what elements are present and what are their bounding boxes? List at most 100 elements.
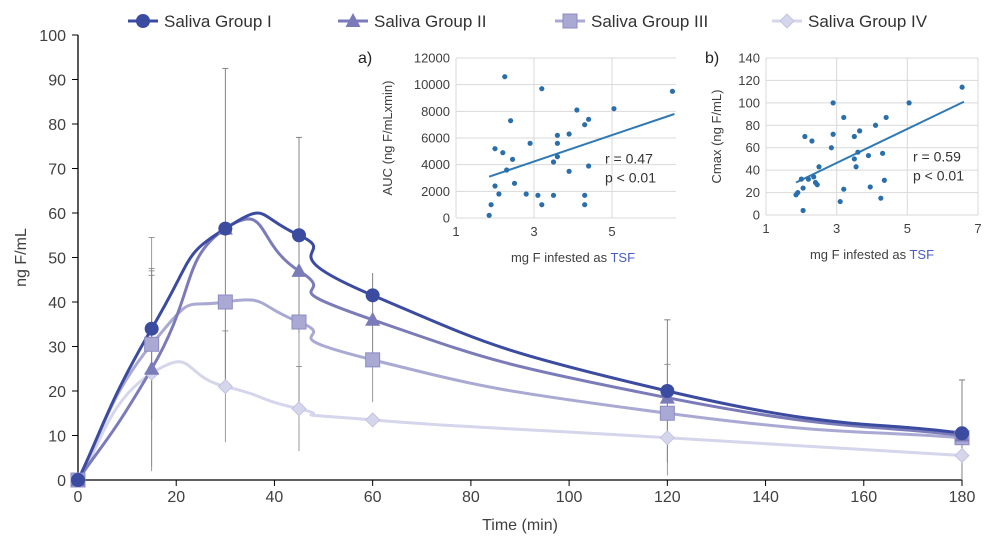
legend: Saliva Group I Saliva Group II Saliva Grou… <box>128 12 928 31</box>
data-point <box>365 311 381 326</box>
data-point <box>144 360 160 375</box>
scatter-point <box>527 140 533 146</box>
data-point <box>291 314 307 330</box>
scatter-point <box>800 185 806 191</box>
scatter-point <box>805 176 812 182</box>
y-tick-label: 40 <box>48 295 66 312</box>
scatter-point <box>504 167 510 173</box>
y-tick-label: 80 <box>48 117 66 134</box>
scatter-point <box>669 88 676 94</box>
stat-label: p < 0.01 <box>605 170 656 186</box>
scatter-point <box>550 159 557 165</box>
x-tick-label: 160 <box>850 489 877 506</box>
scatter-point <box>508 118 514 124</box>
scatter-point <box>800 207 806 214</box>
scatter-point <box>880 150 886 156</box>
scatter-point <box>837 198 843 205</box>
x-tick-label: 40 <box>266 489 284 506</box>
scatter-point <box>841 114 847 121</box>
x-axis-title: mg F infested as TSF <box>511 250 635 265</box>
legend-label: Saliva Group I <box>164 12 272 31</box>
scatter-point <box>554 154 561 160</box>
scatter-point <box>554 140 561 146</box>
scatter-point <box>586 163 592 169</box>
trendline <box>488 113 675 178</box>
y-tick-label: 20 <box>746 185 760 200</box>
x-tick-label: 180 <box>949 489 976 506</box>
y-tick-label: 0 <box>57 473 66 490</box>
series-line <box>76 298 963 481</box>
data-point <box>365 412 381 428</box>
y-tick-label: 4000 <box>421 157 450 172</box>
x-tick-label: 20 <box>167 489 185 506</box>
legend-swatch-marker <box>136 14 150 28</box>
scatter-point <box>539 86 545 92</box>
data-point <box>955 426 969 441</box>
scatter-point <box>814 182 820 188</box>
y-tick-label: 60 <box>746 140 760 155</box>
y-tick-label: 8000 <box>421 104 450 119</box>
scatter-point <box>867 184 873 190</box>
scatter-point <box>802 133 808 140</box>
y-axis-title: AUC (ng F/mLxmin) <box>380 81 395 196</box>
y-tick-label: 20 <box>48 384 66 401</box>
scatter-point <box>582 192 588 198</box>
x-axis-title: Time (min) <box>482 517 558 534</box>
scatter-point <box>586 116 592 122</box>
legend-label: Saliva Group IV <box>808 12 928 31</box>
inset-chart-b: 0 20 40 60 80 100 120 140 1 3 5 7 b) Cmax (ng F/mL) mg… <box>676 43 984 270</box>
scatter-point <box>500 150 506 156</box>
scatter-point <box>809 138 815 144</box>
y-tick-label: 100 <box>738 95 760 110</box>
scatter-point <box>523 191 529 197</box>
x-axis-title: mg F infested as TSF <box>810 247 934 262</box>
scatter-point <box>511 180 518 186</box>
x-tick-label: 5 <box>904 221 911 236</box>
scatter-point <box>492 183 498 189</box>
scatter-point <box>566 131 572 137</box>
scatter-point <box>611 106 617 112</box>
scatter-point <box>841 186 847 192</box>
data-point <box>660 384 675 398</box>
scatter-point <box>488 202 494 208</box>
y-tick-label: 2000 <box>421 184 450 199</box>
data-point <box>659 430 675 446</box>
y-tick-label: 120 <box>738 73 760 88</box>
x-axis-title-highlight: TSF <box>610 250 635 265</box>
scatter-point <box>851 156 857 162</box>
scatter-point <box>539 202 545 208</box>
data-point <box>365 288 380 303</box>
y-tick-label: 80 <box>746 118 760 133</box>
data-point <box>291 401 307 417</box>
y-tick-label: 30 <box>48 340 66 357</box>
scatter-point <box>798 176 804 182</box>
legend-label: Saliva Group II <box>374 12 486 31</box>
x-tick-label: 5 <box>608 224 615 239</box>
x-tick-label: 3 <box>833 221 840 236</box>
stat-label: r = 0.47 <box>605 151 653 167</box>
legend-swatch-marker <box>345 13 361 27</box>
x-tick-label: 60 <box>364 489 382 506</box>
scatter-point <box>865 152 872 159</box>
scatter-point <box>535 192 541 198</box>
x-tick-label: 1 <box>452 224 459 239</box>
data-point <box>217 378 233 395</box>
legend-swatch-marker <box>562 13 578 29</box>
data-point <box>218 221 233 236</box>
inset-background <box>366 43 700 273</box>
y-axis-title: Cmax (ng F/mL) <box>709 90 724 184</box>
series-line <box>76 360 963 481</box>
scatter-point <box>851 133 857 140</box>
scatter-point <box>566 168 572 174</box>
scatter-point <box>883 114 889 121</box>
scatter-point <box>509 156 516 162</box>
stat-label: p < 0.01 <box>913 168 964 184</box>
x-tick-label: 140 <box>752 489 779 506</box>
scatter-point <box>828 145 834 151</box>
data-point <box>292 228 306 243</box>
data-point <box>365 352 381 368</box>
x-tick-label: 3 <box>530 224 537 239</box>
data-point <box>144 336 160 352</box>
legend-swatch-marker <box>779 13 795 29</box>
scatter-point <box>906 100 912 106</box>
